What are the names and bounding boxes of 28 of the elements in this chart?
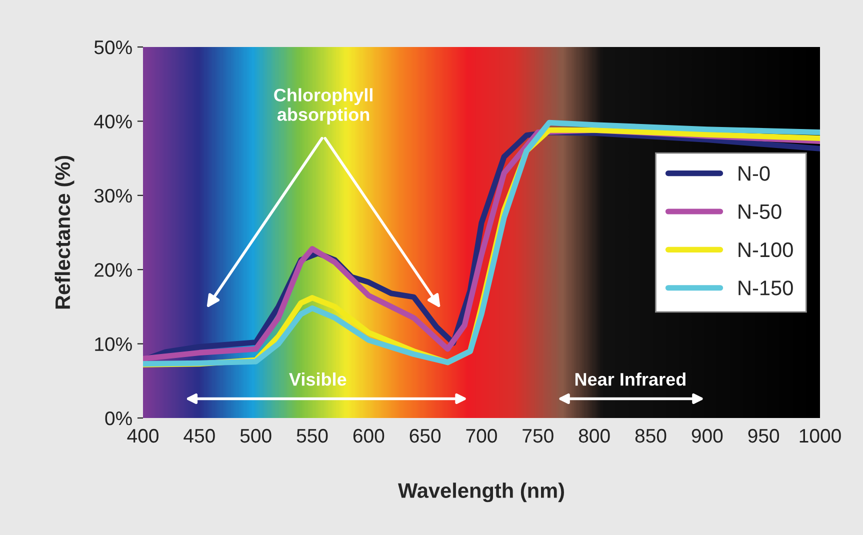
legend-label: N-50: [738, 204, 782, 220]
y-tick-label: 20%: [94, 263, 132, 277]
x-tick-label: 650: [410, 428, 441, 443]
x-tick-label: 800: [578, 428, 610, 443]
legend-label: N-100: [738, 242, 793, 258]
y-tick-label: 40%: [94, 114, 132, 128]
annotation: Chlorophyll absorption: [274, 88, 372, 124]
x-tick-label: 950: [748, 428, 780, 443]
x-tick-label: 400: [127, 428, 158, 443]
x-axis-title: Wavelength (nm): [398, 482, 564, 502]
x-tick-label: 1000: [800, 428, 841, 443]
x-tick-label: 900: [692, 428, 723, 443]
annotation: Visible: [289, 372, 346, 386]
x-tick-label: 750: [522, 428, 554, 443]
y-tick-label: 30%: [94, 188, 132, 203]
x-tick-label: 500: [240, 428, 272, 443]
legend-label: N-150: [738, 280, 793, 296]
y-tick-label: 0%: [105, 411, 132, 426]
x-tick-label: 550: [296, 428, 328, 443]
y-tick-label: 10%: [95, 337, 132, 352]
legend-label: N-0: [738, 166, 770, 181]
y-tick-label: 50%: [94, 40, 132, 54]
annotation: Near Infrared: [575, 372, 686, 386]
x-tick-label: 700: [466, 428, 497, 443]
y-axis-title: Reflectance (%): [54, 156, 74, 309]
x-tick-label: 850: [635, 428, 666, 443]
x-tick-label: 450: [184, 428, 215, 443]
x-tick-label: 600: [353, 428, 384, 443]
